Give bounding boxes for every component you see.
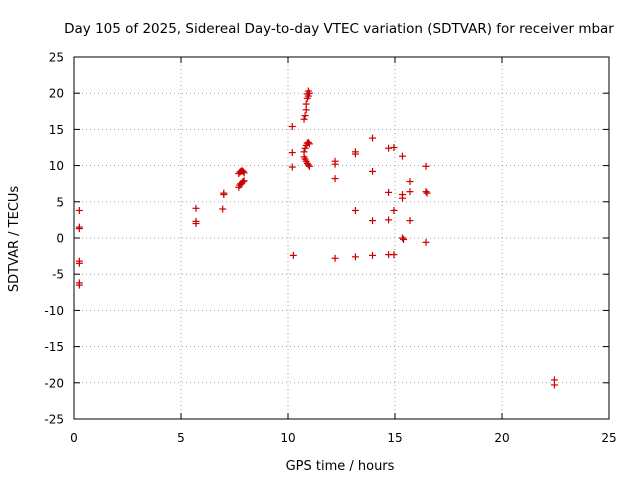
data-point	[75, 259, 83, 267]
data-point	[550, 381, 558, 389]
data-point	[385, 188, 393, 196]
data-point	[302, 100, 310, 108]
grid-lines	[74, 57, 609, 419]
y-tick-label: 0	[56, 232, 64, 246]
data-point	[219, 205, 227, 213]
data-point	[385, 144, 393, 152]
x-axis-tick-labels: 0 5 10 15 20 25	[70, 431, 616, 445]
data-point	[351, 253, 359, 261]
chart-title: Day 105 of 2025, Sidereal Day-to-day VTE…	[64, 21, 614, 37]
data-point	[304, 161, 312, 169]
data-point	[239, 167, 247, 175]
x-tick-label: 10	[280, 431, 295, 445]
x-tick-label: 5	[177, 431, 185, 445]
y-tick-label: -20	[44, 376, 64, 390]
data-point	[220, 191, 228, 199]
data-point	[385, 216, 393, 224]
data-point	[304, 138, 312, 146]
data-point	[301, 112, 309, 120]
data-point	[305, 162, 313, 170]
data-point	[192, 220, 200, 228]
data-point	[289, 251, 297, 259]
data-point	[422, 188, 430, 196]
data-point	[406, 188, 414, 196]
data-point	[390, 144, 398, 151]
y-tick-label: -25	[44, 413, 64, 427]
y-axis-label: SDTVAR / TECUs	[7, 186, 22, 293]
data-point	[390, 206, 398, 214]
x-tick-label: 15	[387, 431, 402, 445]
data-point	[331, 160, 339, 168]
data-point	[406, 178, 414, 186]
axis-ticks	[73, 56, 610, 420]
y-tick-label: 20	[49, 87, 64, 101]
data-point	[398, 194, 406, 202]
data-point	[288, 149, 296, 157]
data-point	[331, 175, 339, 183]
data-point	[75, 281, 83, 289]
data-point	[369, 217, 377, 225]
data-point	[239, 178, 247, 186]
x-tick-label: 25	[601, 431, 616, 445]
data-point	[300, 115, 308, 123]
data-point	[400, 235, 408, 243]
y-tick-label: -15	[44, 340, 64, 354]
data-point	[351, 150, 359, 158]
data-point	[351, 206, 359, 214]
data-point	[305, 140, 313, 148]
data-point	[304, 92, 312, 100]
data-point	[390, 251, 398, 259]
data-point	[422, 238, 430, 246]
data-point	[422, 162, 430, 170]
y-axis-tick-labels: 25 20 15 10 5 0 -5 -10 -15 -20 -25	[44, 51, 64, 427]
y-tick-label: 15	[49, 123, 64, 137]
data-point	[331, 254, 339, 262]
data-point	[423, 189, 431, 197]
data-point	[75, 206, 83, 214]
data-point	[369, 251, 377, 259]
x-tick-label: 0	[70, 431, 78, 445]
data-point	[240, 177, 248, 185]
data-point	[369, 134, 377, 142]
data-point	[192, 204, 200, 212]
y-tick-label: -5	[52, 268, 64, 282]
data-series-points	[75, 87, 558, 389]
x-axis-label: GPS time / hours	[286, 459, 395, 474]
data-point	[288, 163, 296, 171]
x-tick-label: 20	[494, 431, 509, 445]
data-point	[398, 234, 406, 242]
y-tick-label: 25	[49, 51, 64, 65]
data-point	[398, 152, 406, 160]
y-tick-label: -10	[44, 304, 64, 318]
data-point	[406, 217, 414, 225]
y-tick-label: 5	[56, 195, 64, 209]
y-tick-label: 10	[49, 159, 64, 173]
data-point	[369, 167, 377, 175]
data-point	[288, 123, 296, 131]
data-point	[240, 169, 248, 177]
data-point	[75, 225, 83, 233]
